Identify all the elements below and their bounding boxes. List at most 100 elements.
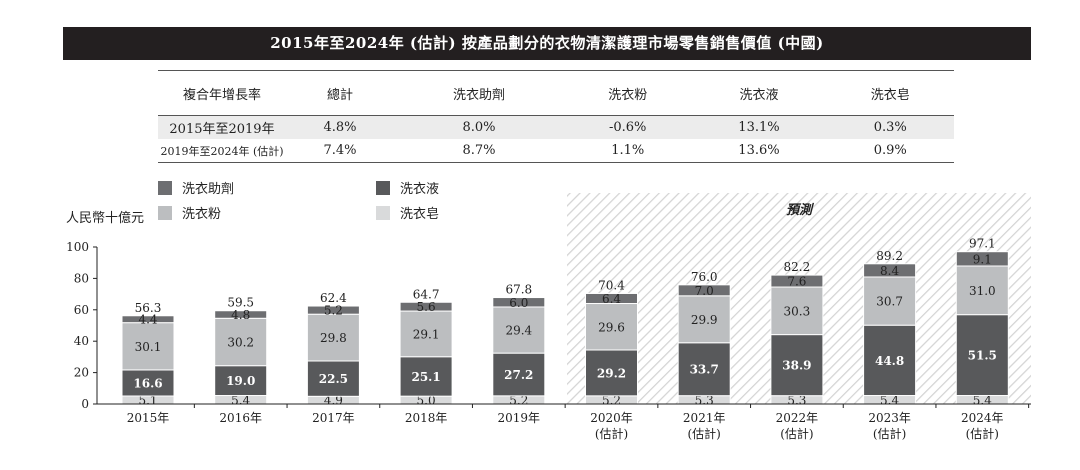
- data-label-liquid: 29.2: [597, 366, 626, 380]
- cagr-header-cell: 總計: [286, 70, 394, 116]
- data-label-liquid: 27.2: [504, 368, 533, 382]
- bar-segment-powder: [399, 310, 453, 358]
- bar-segment-powder: [306, 313, 360, 362]
- x-tick-label: (估計): [688, 426, 721, 441]
- bar-segment-powder: [677, 295, 731, 344]
- data-label-powder: 30.3: [784, 304, 811, 318]
- y-tick-label: 80: [74, 271, 89, 285]
- total-label: 76.0: [691, 270, 718, 284]
- total-label: 82.2: [784, 260, 811, 274]
- data-label-liquid: 51.5: [968, 349, 997, 363]
- data-label-powder: 29.9: [691, 313, 718, 327]
- legend-item-additives: 洗衣助劑: [158, 178, 234, 197]
- data-label-powder: 29.6: [598, 320, 625, 334]
- cagr-header-cell: 洗衣助劑: [393, 70, 564, 116]
- chart-title: 2015年至2024年 (估計) 按產品劃分的衣物清潔護理市場零售銷售價值 (中…: [63, 27, 1031, 60]
- bar-segment-liquid: [863, 324, 917, 397]
- bar-segment-additives: [585, 292, 638, 305]
- y-tick-label: 40: [74, 334, 89, 348]
- data-label-powder: 29.1: [413, 327, 440, 341]
- cagr-cell: 7.4%: [286, 139, 394, 163]
- bar-segment-additives: [955, 251, 1009, 267]
- x-tick-label: (估計): [780, 426, 813, 441]
- cagr-row: 2015年至2019年 4.8% 8.0% -0.6% 13.1% 0.3%: [158, 115, 954, 139]
- legend-swatch-soap: [376, 205, 390, 220]
- cagr-cell: 8.7%: [393, 139, 564, 163]
- forecast-label: 預測: [786, 202, 815, 218]
- legend-swatch-powder: [158, 205, 172, 220]
- plot-area: 0204060801005.116.630.14.456.32015年5.419…: [66, 237, 1031, 441]
- cagr-row-label: 2015年至2019年: [158, 115, 286, 139]
- data-label-additives: 7.6: [787, 275, 806, 289]
- cagr-header-cell: 洗衣皂: [826, 70, 954, 116]
- y-tick-label: 20: [74, 366, 89, 380]
- cagr-header-cell: 洗衣液: [691, 70, 827, 116]
- cagr-header-cell: 洗衣粉: [563, 70, 692, 116]
- data-label-powder: 29.4: [505, 324, 532, 338]
- x-tick-label: (估計): [966, 426, 999, 441]
- data-label-additives: 6.0: [509, 296, 528, 310]
- cagr-cell: 13.6%: [691, 139, 827, 163]
- data-label-powder: 30.1: [135, 340, 162, 354]
- x-tick-label: 2022年: [776, 411, 819, 425]
- x-tick-label: 2020年: [590, 411, 633, 425]
- cagr-header-row: 複合年增長率 總計 洗衣助劑 洗衣粉 洗衣液 洗衣皂: [158, 70, 954, 116]
- cagr-cell: 13.1%: [691, 115, 827, 139]
- bar-segment-liquid: [770, 334, 824, 397]
- bar-segment-liquid: [585, 349, 638, 397]
- x-tick-label: 2021年: [683, 411, 726, 425]
- bar-segment-additives: [492, 297, 546, 308]
- bar-segment-powder: [770, 286, 824, 336]
- x-tick-label: 2024年: [961, 411, 1004, 425]
- cagr-cell: -0.6%: [563, 115, 692, 139]
- data-label-additives: 4.4: [138, 313, 157, 327]
- legend-item-powder: 洗衣粉: [158, 203, 221, 222]
- legend-label: 洗衣助劑: [182, 182, 235, 197]
- bar-segment-additives: [677, 284, 731, 297]
- data-label-powder: 30.2: [227, 335, 254, 349]
- total-label: 70.4: [598, 278, 625, 292]
- legend-label: 洗衣皂: [400, 207, 440, 222]
- cagr-cell: 1.1%: [563, 139, 692, 163]
- x-tick-label: 2018年: [405, 411, 448, 425]
- x-tick-label: 2016年: [219, 411, 262, 425]
- bar-segment-powder: [214, 317, 268, 367]
- total-label: 97.1: [969, 237, 996, 251]
- data-label-powder: 29.8: [320, 331, 347, 345]
- legend-swatch-liquid: [376, 180, 390, 195]
- data-label-additives: 8.4: [880, 264, 899, 278]
- legend-swatch-additives: [158, 180, 172, 195]
- data-label-additives: 6.4: [602, 292, 621, 306]
- total-label: 89.2: [876, 249, 903, 263]
- y-axis-label: 人民幣十億元: [66, 210, 144, 226]
- total-label: 59.5: [227, 296, 254, 310]
- legend-item-soap: 洗衣皂: [376, 203, 439, 222]
- data-label-liquid: 38.9: [782, 359, 811, 373]
- data-label-additives: 5.2: [324, 304, 343, 318]
- data-label-liquid: 16.6: [133, 376, 162, 390]
- legend-label: 洗衣粉: [182, 207, 222, 222]
- cagr-table: 複合年增長率 總計 洗衣助劑 洗衣粉 洗衣液 洗衣皂 2015年至2019年 4…: [158, 70, 954, 163]
- cagr-row: 2019年至2024年 (估計) 7.4% 8.7% 1.1% 13.6% 0.…: [158, 139, 954, 163]
- bar-segment-liquid: [677, 342, 731, 397]
- data-label-powder: 31.0: [969, 284, 996, 298]
- data-label-liquid: 25.1: [411, 370, 440, 384]
- x-tick-label: 2023年: [868, 411, 911, 425]
- y-tick-label: 60: [74, 303, 89, 317]
- total-label: 62.4: [320, 291, 347, 305]
- cagr-row-label: 2019年至2024年 (估計): [158, 139, 286, 163]
- data-label-additives: 7.0: [695, 284, 714, 298]
- legend-item-liquid: 洗衣液: [376, 178, 439, 197]
- data-label-liquid: 44.8: [875, 354, 904, 368]
- data-label-powder: 30.7: [876, 295, 903, 309]
- bar-segment-powder: [955, 265, 1009, 316]
- data-label-additives: 4.8: [231, 308, 250, 322]
- y-tick-label: 100: [66, 240, 89, 254]
- bar-segment-additives: [306, 305, 360, 315]
- cagr-header-cell: 複合年增長率: [158, 70, 286, 116]
- cagr-cell: 8.0%: [393, 115, 564, 139]
- x-tick-label: (估計): [873, 426, 906, 441]
- bar-segment-additives: [121, 315, 175, 324]
- x-tick-label: 2019年: [498, 411, 541, 425]
- data-label-additives: 5.6: [417, 300, 436, 314]
